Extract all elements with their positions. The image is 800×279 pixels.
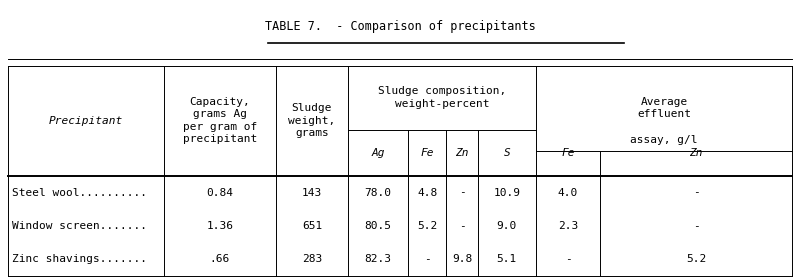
Text: assay, g/l: assay, g/l xyxy=(630,135,698,145)
Text: Sludge
weight,
grams: Sludge weight, grams xyxy=(288,103,336,138)
Text: Steel wool..........: Steel wool.......... xyxy=(12,187,147,198)
Text: Window screen.......: Window screen....... xyxy=(12,221,147,231)
Text: Zn: Zn xyxy=(455,148,469,158)
Text: 78.0: 78.0 xyxy=(365,187,391,198)
Text: Zn: Zn xyxy=(690,148,702,158)
Text: 9.0: 9.0 xyxy=(497,221,517,231)
Text: -: - xyxy=(458,187,466,198)
Text: -: - xyxy=(693,187,699,198)
Text: 4.8: 4.8 xyxy=(417,187,438,198)
Text: 4.0: 4.0 xyxy=(558,187,578,198)
Text: Fe: Fe xyxy=(562,148,574,158)
Text: 5.2: 5.2 xyxy=(686,254,706,264)
Text: S: S xyxy=(503,148,510,158)
Text: -: - xyxy=(424,254,430,264)
Text: Precipitant: Precipitant xyxy=(49,116,123,126)
Text: -: - xyxy=(693,221,699,231)
Text: 5.2: 5.2 xyxy=(417,221,438,231)
Text: 9.8: 9.8 xyxy=(452,254,472,264)
Text: 143: 143 xyxy=(302,187,322,198)
Text: Sludge composition,
weight-percent: Sludge composition, weight-percent xyxy=(378,86,506,109)
Text: -: - xyxy=(458,221,466,231)
Text: Average
effluent: Average effluent xyxy=(637,97,691,119)
Text: 1.36: 1.36 xyxy=(206,221,234,231)
Text: Ag: Ag xyxy=(371,148,385,158)
Text: 82.3: 82.3 xyxy=(365,254,391,264)
Text: .66: .66 xyxy=(210,254,230,264)
Text: -: - xyxy=(565,254,571,264)
Text: Capacity,
grams Ag
per gram of
precipitant: Capacity, grams Ag per gram of precipita… xyxy=(183,97,257,144)
Text: Fe: Fe xyxy=(421,148,434,158)
Text: TABLE 7.  - Comparison of precipitants: TABLE 7. - Comparison of precipitants xyxy=(265,20,535,33)
Text: 2.3: 2.3 xyxy=(558,221,578,231)
Text: 0.84: 0.84 xyxy=(206,187,234,198)
Text: 651: 651 xyxy=(302,221,322,231)
Text: Zinc shavings.......: Zinc shavings....... xyxy=(12,254,147,264)
Text: 80.5: 80.5 xyxy=(365,221,391,231)
Text: 283: 283 xyxy=(302,254,322,264)
Text: 5.1: 5.1 xyxy=(497,254,517,264)
Text: 10.9: 10.9 xyxy=(494,187,520,198)
